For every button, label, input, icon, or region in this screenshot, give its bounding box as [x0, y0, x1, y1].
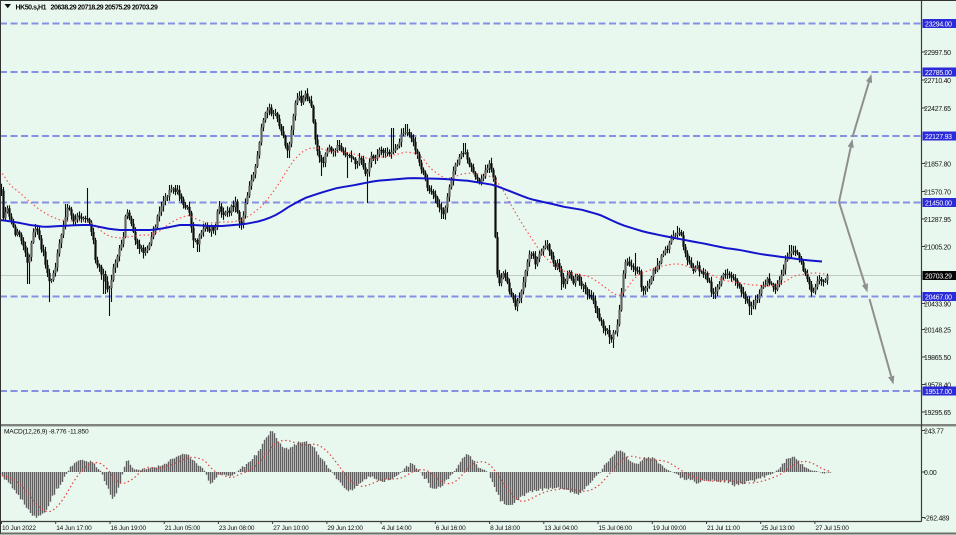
svg-text:23294.00: 23294.00	[925, 21, 952, 28]
svg-text:21005.20: 21005.20	[924, 244, 951, 251]
svg-text:MACD(12,26,9) -8.776 -11.850: MACD(12,26,9) -8.776 -11.850	[4, 429, 89, 436]
svg-text:21450.00: 21450.00	[925, 200, 952, 207]
svg-text:29 Jun 12:00: 29 Jun 12:00	[327, 525, 363, 532]
svg-text:-262.489: -262.489	[924, 515, 950, 522]
svg-text:8 Jul 18:00: 8 Jul 18:00	[490, 525, 520, 532]
svg-text:27 Jul 15:00: 27 Jul 15:00	[815, 525, 849, 532]
svg-text:25 Jul 13:00: 25 Jul 13:00	[761, 525, 795, 532]
svg-text:20433.90: 20433.90	[924, 301, 951, 308]
svg-text:HK50.s,H1 20638.29 20718.29: HK50.s,H1 20638.29 20718.29 20575.29 207…	[16, 4, 158, 11]
svg-text:22710.40: 22710.40	[924, 78, 951, 85]
svg-text:21 Jun 05:00: 21 Jun 05:00	[165, 525, 201, 532]
svg-text:15 Jul 06:00: 15 Jul 06:00	[599, 525, 633, 532]
svg-text:10 Jun 2022: 10 Jun 2022	[2, 525, 36, 532]
svg-text:27 Jun 10:00: 27 Jun 10:00	[273, 525, 309, 532]
svg-text:22127.93: 22127.93	[925, 134, 952, 141]
svg-text:21570.70: 21570.70	[924, 189, 951, 196]
svg-text:20703.29: 20703.29	[925, 273, 952, 280]
svg-text:19517.00: 19517.00	[925, 389, 952, 396]
svg-text:21 Jul 11:00: 21 Jul 11:00	[707, 525, 740, 532]
svg-text:22785.00: 22785.00	[925, 70, 952, 77]
svg-text:19295.65: 19295.65	[924, 410, 951, 417]
svg-text:13 Jul 04:00: 13 Jul 04:00	[544, 525, 578, 532]
svg-text:4 Jul 14:00: 4 Jul 14:00	[382, 525, 412, 532]
svg-text:19865.50: 19865.50	[924, 355, 951, 362]
svg-text:16 Jun 19:00: 16 Jun 19:00	[111, 525, 147, 532]
svg-text:19 Jul 09:00: 19 Jul 09:00	[653, 525, 687, 532]
svg-text:243.77: 243.77	[924, 428, 944, 435]
svg-text:19578.40: 19578.40	[924, 382, 951, 389]
svg-text:21287.95: 21287.95	[924, 217, 951, 224]
svg-text:22427.65: 22427.65	[924, 106, 951, 113]
svg-text:22997.50: 22997.50	[924, 50, 951, 57]
svg-text:21857.80: 21857.80	[924, 161, 951, 168]
svg-text:20148.25: 20148.25	[924, 327, 951, 334]
svg-text:23 Jun 08:00: 23 Jun 08:00	[219, 525, 255, 532]
svg-text:20467.00: 20467.00	[925, 294, 952, 301]
svg-text:0.00: 0.00	[924, 470, 937, 477]
svg-text:14 Jun 17:00: 14 Jun 17:00	[56, 525, 92, 532]
svg-text:6 Jul 16:00: 6 Jul 16:00	[436, 525, 466, 532]
